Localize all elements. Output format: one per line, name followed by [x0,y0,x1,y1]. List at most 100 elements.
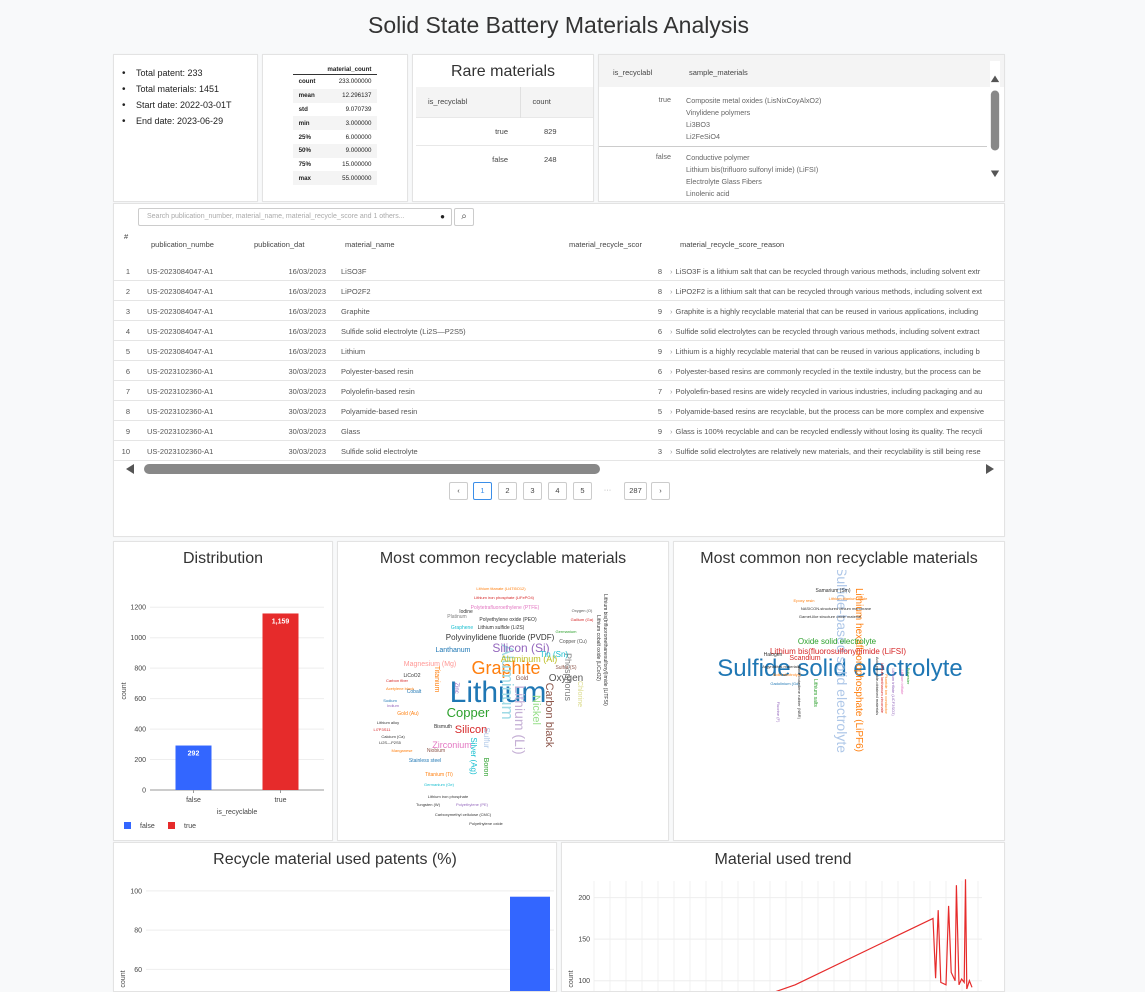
table-row[interactable]: 8 US-2023102360-A1 30/03/2023 Polyamide-bas… [114,401,1004,421]
legend-label: false [140,823,155,830]
cell-score-reason[interactable]: › Lithium is a highly recyclable material… [670,347,1004,356]
rare-row: false 248 [416,144,593,173]
word: Sulfide-based solid electrolyte [834,570,850,753]
pagination-page-last[interactable]: 287 [624,482,647,500]
word: Acetylene black [386,686,414,691]
pagination-page-5[interactable]: 5 [573,482,592,500]
pagination-page-1[interactable]: 1 [473,482,492,500]
pagination-page-2[interactable]: 2 [498,482,517,500]
sample-vertical-scrollbar[interactable] [990,61,1000,195]
patents-chart-title: Recycle material used patents (%) [213,851,457,868]
grid-col-index: # [124,232,129,241]
cell-score-reason[interactable]: › Glass is 100% recyclable and can be rec… [670,427,1004,436]
expand-caret-icon[interactable]: › [670,267,673,276]
word: Lithium alloy [377,720,399,725]
cell-publication-number: US-2023102360-A1 [147,447,214,456]
table-row[interactable]: 10 US-2023102360-A1 30/03/2023 Sulfide soli… [114,441,1004,461]
info-icon[interactable]: ● [440,212,445,221]
bar-data-label: 292 [188,751,200,758]
table-row[interactable]: 2 US-2023084047-A1 16/03/2023 LiPO2F2 8 › LiPO… [114,281,1004,301]
word: Lithium (Li) [512,685,528,754]
word: Copper [447,705,490,720]
stat-start-date: Start date: 2022-03-01T [122,97,257,113]
grid-horizontal-scrollbar[interactable] [124,462,1004,476]
search-button[interactable]: ⌕ [454,208,474,226]
pagination-page-4[interactable]: 4 [548,482,567,500]
table-row[interactable]: 3 US-2023084047-A1 16/03/2023 Graphite 9 › Gra… [114,301,1004,321]
expand-caret-icon[interactable]: › [670,327,673,336]
pagination-ellipsis: ··· [603,485,612,494]
describe-stat-value: 9.000000 [321,143,378,158]
describe-stat-label: std [298,105,308,113]
rare-col-count[interactable]: count [520,87,593,117]
word: Li2S—P2S5 [379,740,402,745]
cell-score-reason[interactable]: › Polyester-based resins are commonly rec… [670,367,1004,376]
table-row[interactable]: 4 US-2023084047-A1 16/03/2023 Sulfide solid… [114,321,1004,341]
sample-col-is-recyclable[interactable]: is_recyclabl [613,68,653,77]
grid-col-publication-number[interactable]: publication_numbe [151,240,214,249]
row-index: 10 [121,447,130,456]
sample-group-key: false [655,152,671,161]
expand-caret-icon[interactable]: › [670,347,673,356]
cell-recycle-score: 9 [657,427,662,436]
expand-caret-icon[interactable]: › [670,307,673,316]
rare-key: false [416,144,521,173]
y-tick-label: 100 [130,888,142,895]
row-index: 4 [125,327,130,336]
word: Manganese [392,748,414,753]
word: Lanthanum [435,647,470,654]
cell-score-reason[interactable]: › Sulfide solid electrolytes are relative… [670,447,1004,456]
rare-key: true [416,116,521,145]
table-row[interactable]: 7 US-2023102360-A1 30/03/2023 Polyolefin-ba… [114,381,1004,401]
table-row[interactable]: 6 US-2023102360-A1 30/03/2023 Polyester-bas… [114,361,1004,381]
cell-score-reason[interactable]: › Polyolefin-based resins are widely recy… [670,387,1004,396]
table-row[interactable]: 9 US-2023102360-A1 30/03/2023 Glass 9 › Glass … [114,421,1004,441]
word: Indium [387,703,400,708]
word: Iodine [459,609,473,615]
word: Silver (Ag) [469,737,478,775]
grid-col-material-name[interactable]: material_name [345,240,395,249]
cell-score-reason[interactable]: › LiPO2F2 is a lithium salt that can be r… [670,287,1004,296]
expand-caret-icon[interactable]: › [670,427,673,436]
word: Lithium iron phosphate (LiFePO4) [474,595,535,600]
table-row[interactable]: 1 US-2023084047-A1 16/03/2023 LiSO3F 8 › LiSO3… [114,261,1004,281]
rare-col-is-recyclable[interactable]: is_recyclabl [416,87,521,117]
cell-score-reason[interactable]: › Graphite is a highly recyclable materia… [670,307,1004,316]
word: Solid electrolyte [773,672,802,677]
expand-caret-icon[interactable]: › [670,387,673,396]
word: Gallium (Ga) [571,617,594,622]
expand-caret-icon[interactable]: › [670,367,673,376]
word: Magnesium (Mg) [404,661,457,668]
rare-count: 829 [520,116,593,145]
x-axis-label: is_recyclable [217,809,258,816]
cell-publication-date: 16/03/2023 [288,307,326,316]
expand-caret-icon[interactable]: › [670,447,673,456]
table-row[interactable]: 5 US-2023084047-A1 16/03/2023 Lithium 9 › Lith… [114,341,1004,361]
pagination-next-button[interactable]: › [651,482,670,500]
grid-search-input[interactable]: Search publication_number, material_name… [138,208,452,226]
cell-material-name: Sulfide solid electrolyte (Li2S—P2S5) [341,327,466,336]
cell-score-reason[interactable]: › LiSO3F is a lithium salt that can be re… [670,267,1004,276]
expand-caret-icon[interactable]: › [670,287,673,296]
word: Carboxymethyl cellulose (CMC) [435,812,492,817]
grid-col-publication-date[interactable]: publication_dat [254,240,305,249]
word: Lithium triflate [900,670,905,696]
word: Lithium hexafluorophosphate (LiPF6) [853,588,864,752]
reason-text: Graphite is a highly recyclable material… [675,307,979,316]
cell-score-reason[interactable]: › Sulfide solid electrolytes can be recyc… [670,327,1004,336]
grid-col-score-reason[interactable]: material_recycle_score_reason [680,240,785,249]
expand-caret-icon[interactable]: › [670,407,673,416]
describe-stat-value: 233.000000 [338,78,372,86]
trend-chart: 100 150 200 count [568,879,982,991]
pagination-prev-button[interactable]: ‹ [449,482,468,500]
pagination-page-3[interactable]: 3 [523,482,542,500]
stat-total-materials: Total materials: 1451 [122,81,257,97]
sample-col-materials[interactable]: sample_materials [689,68,748,77]
nonrecyclable-wordcloud-card: Most common non recyclable materials Sul… [673,541,1005,841]
cell-score-reason[interactable]: › Polyamide-based resins are recyclable, … [670,407,1004,416]
cell-material-name: LiPO2F2 [341,287,371,296]
scroll-right-arrow-icon [986,464,994,474]
cell-publication-number: US-2023102360-A1 [147,387,214,396]
word: Samarium (Sm) [815,588,850,594]
grid-col-recycle-score[interactable]: material_recycle_scor [569,240,642,249]
